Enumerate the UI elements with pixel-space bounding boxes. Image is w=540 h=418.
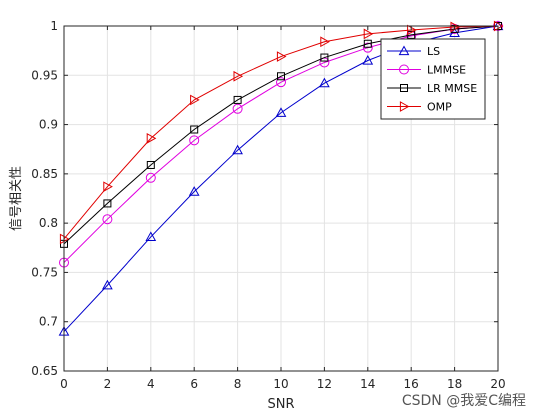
- y-tick-label: 0.85: [31, 167, 58, 181]
- data-point-lmmse: [189, 135, 200, 146]
- data-point-lr-mmse: [103, 199, 112, 208]
- x-tick-label: 6: [190, 377, 198, 391]
- data-point-ls: [188, 186, 200, 196]
- data-point-omp: [233, 70, 244, 82]
- y-tick-label: 0.75: [31, 265, 58, 279]
- data-point-lr-mmse: [233, 95, 242, 104]
- data-point-ls: [319, 77, 330, 88]
- data-point-lr-mmse: [190, 125, 199, 134]
- series-line-omp: [63, 25, 499, 240]
- x-tick-label: 18: [447, 377, 462, 391]
- data-point-omp: [146, 133, 157, 144]
- x-tick-label: 2: [104, 377, 112, 391]
- x-tick-label: 14: [360, 377, 375, 391]
- x-tick-label: 12: [317, 377, 332, 391]
- x-tick-label: 8: [234, 377, 242, 391]
- legend-marker: [399, 101, 410, 112]
- data-point-omp: [320, 36, 330, 48]
- series-line-lmmse: [63, 25, 499, 263]
- data-point-ls: [102, 279, 113, 290]
- data-point-lr-mmse: [320, 53, 329, 62]
- legend: LS LMMSE LR MMSE OMP: [380, 38, 486, 120]
- data-point-lr-mmse: [146, 160, 155, 169]
- x-tick-label: 20: [490, 377, 505, 391]
- x-tick-label: 4: [147, 377, 155, 391]
- ticks: 0 2 4 6 8 10 12 14 16 18 20 0.65 0.7 0.75 0.8 0.85 0.9 0.…: [31, 19, 505, 391]
- data-point-lmmse: [232, 103, 243, 114]
- legend-label: OMP: [427, 101, 452, 114]
- legend-marker: [400, 84, 408, 92]
- watermark: CSDN @我爱C编程: [401, 393, 526, 409]
- legend-item-lr-mmse: LR MMSE: [387, 82, 477, 95]
- data-point-ls: [145, 231, 157, 242]
- x-tick-label: 16: [404, 377, 419, 391]
- data-point-lr-mmse: [363, 39, 372, 48]
- legend-box: [380, 38, 486, 120]
- data-point-omp: [103, 181, 113, 193]
- data-point-omp: [363, 28, 374, 40]
- legend-item-omp: OMP: [387, 101, 452, 114]
- legend-label: LS: [427, 45, 440, 58]
- y-tick-label: 0.7: [39, 315, 58, 329]
- y-tick-label: 1: [50, 19, 58, 33]
- y-tick-label: 0.95: [31, 68, 58, 82]
- legend-label: LR MMSE: [427, 82, 477, 95]
- data-point-lmmse: [145, 172, 156, 183]
- series-layer: [58, 20, 504, 336]
- data-point-lmmse: [276, 77, 286, 88]
- legend-item-lmmse: LMMSE: [387, 64, 466, 77]
- y-axis-label: 信号相关性: [9, 166, 24, 231]
- data-point-ls: [275, 107, 287, 117]
- data-point-omp: [190, 94, 200, 106]
- x-tick-label: 0: [60, 377, 68, 391]
- legend-marker: [399, 64, 409, 75]
- data-point-lr-mmse: [277, 72, 285, 81]
- data-point-ls: [232, 144, 243, 155]
- data-point-ls: [362, 54, 374, 65]
- legend-item-ls: LS: [387, 45, 440, 58]
- legend-label: LMMSE: [427, 64, 466, 77]
- y-tick-label: 0.8: [39, 216, 58, 230]
- y-tick-label: 0.65: [31, 364, 58, 378]
- x-tick-label: 10: [273, 377, 288, 391]
- data-point-lmmse: [102, 214, 113, 225]
- data-point-lmmse: [362, 42, 373, 53]
- data-point-omp: [276, 51, 287, 62]
- x-axis-label: SNR: [267, 397, 294, 412]
- legend-marker: [398, 45, 410, 56]
- series-line-lr-mmse: [63, 25, 499, 245]
- y-tick-label: 0.9: [39, 118, 58, 132]
